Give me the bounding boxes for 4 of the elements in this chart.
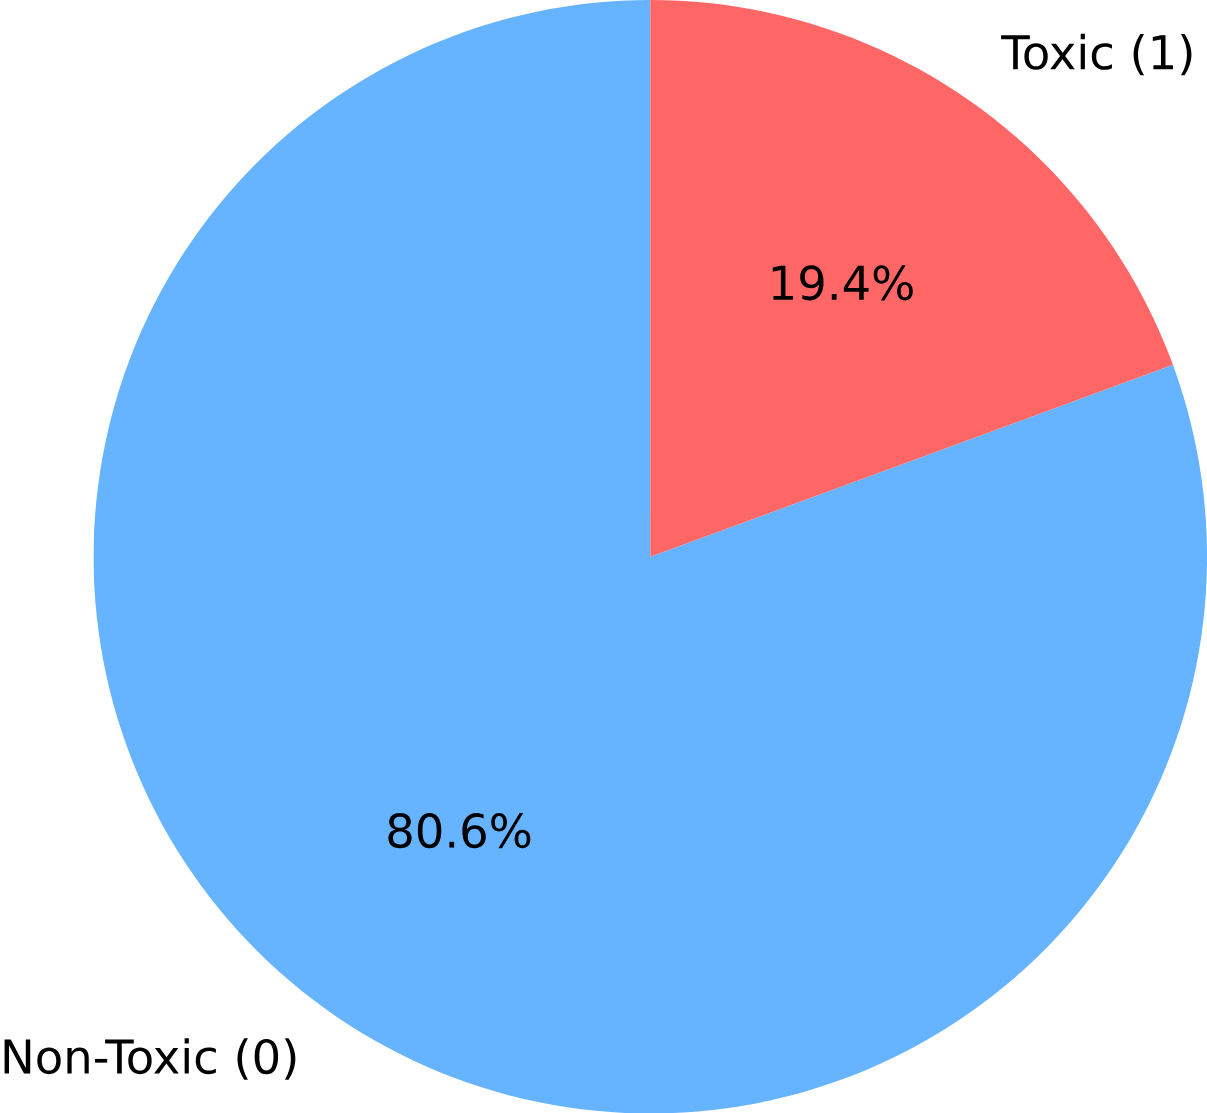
slice-label: Non-Toxic (0) xyxy=(4,1037,296,1080)
data-label: 80.6% xyxy=(388,812,531,848)
data-label: 19.4% xyxy=(772,265,913,301)
slice-label: Toxic (1) xyxy=(1001,33,1192,76)
